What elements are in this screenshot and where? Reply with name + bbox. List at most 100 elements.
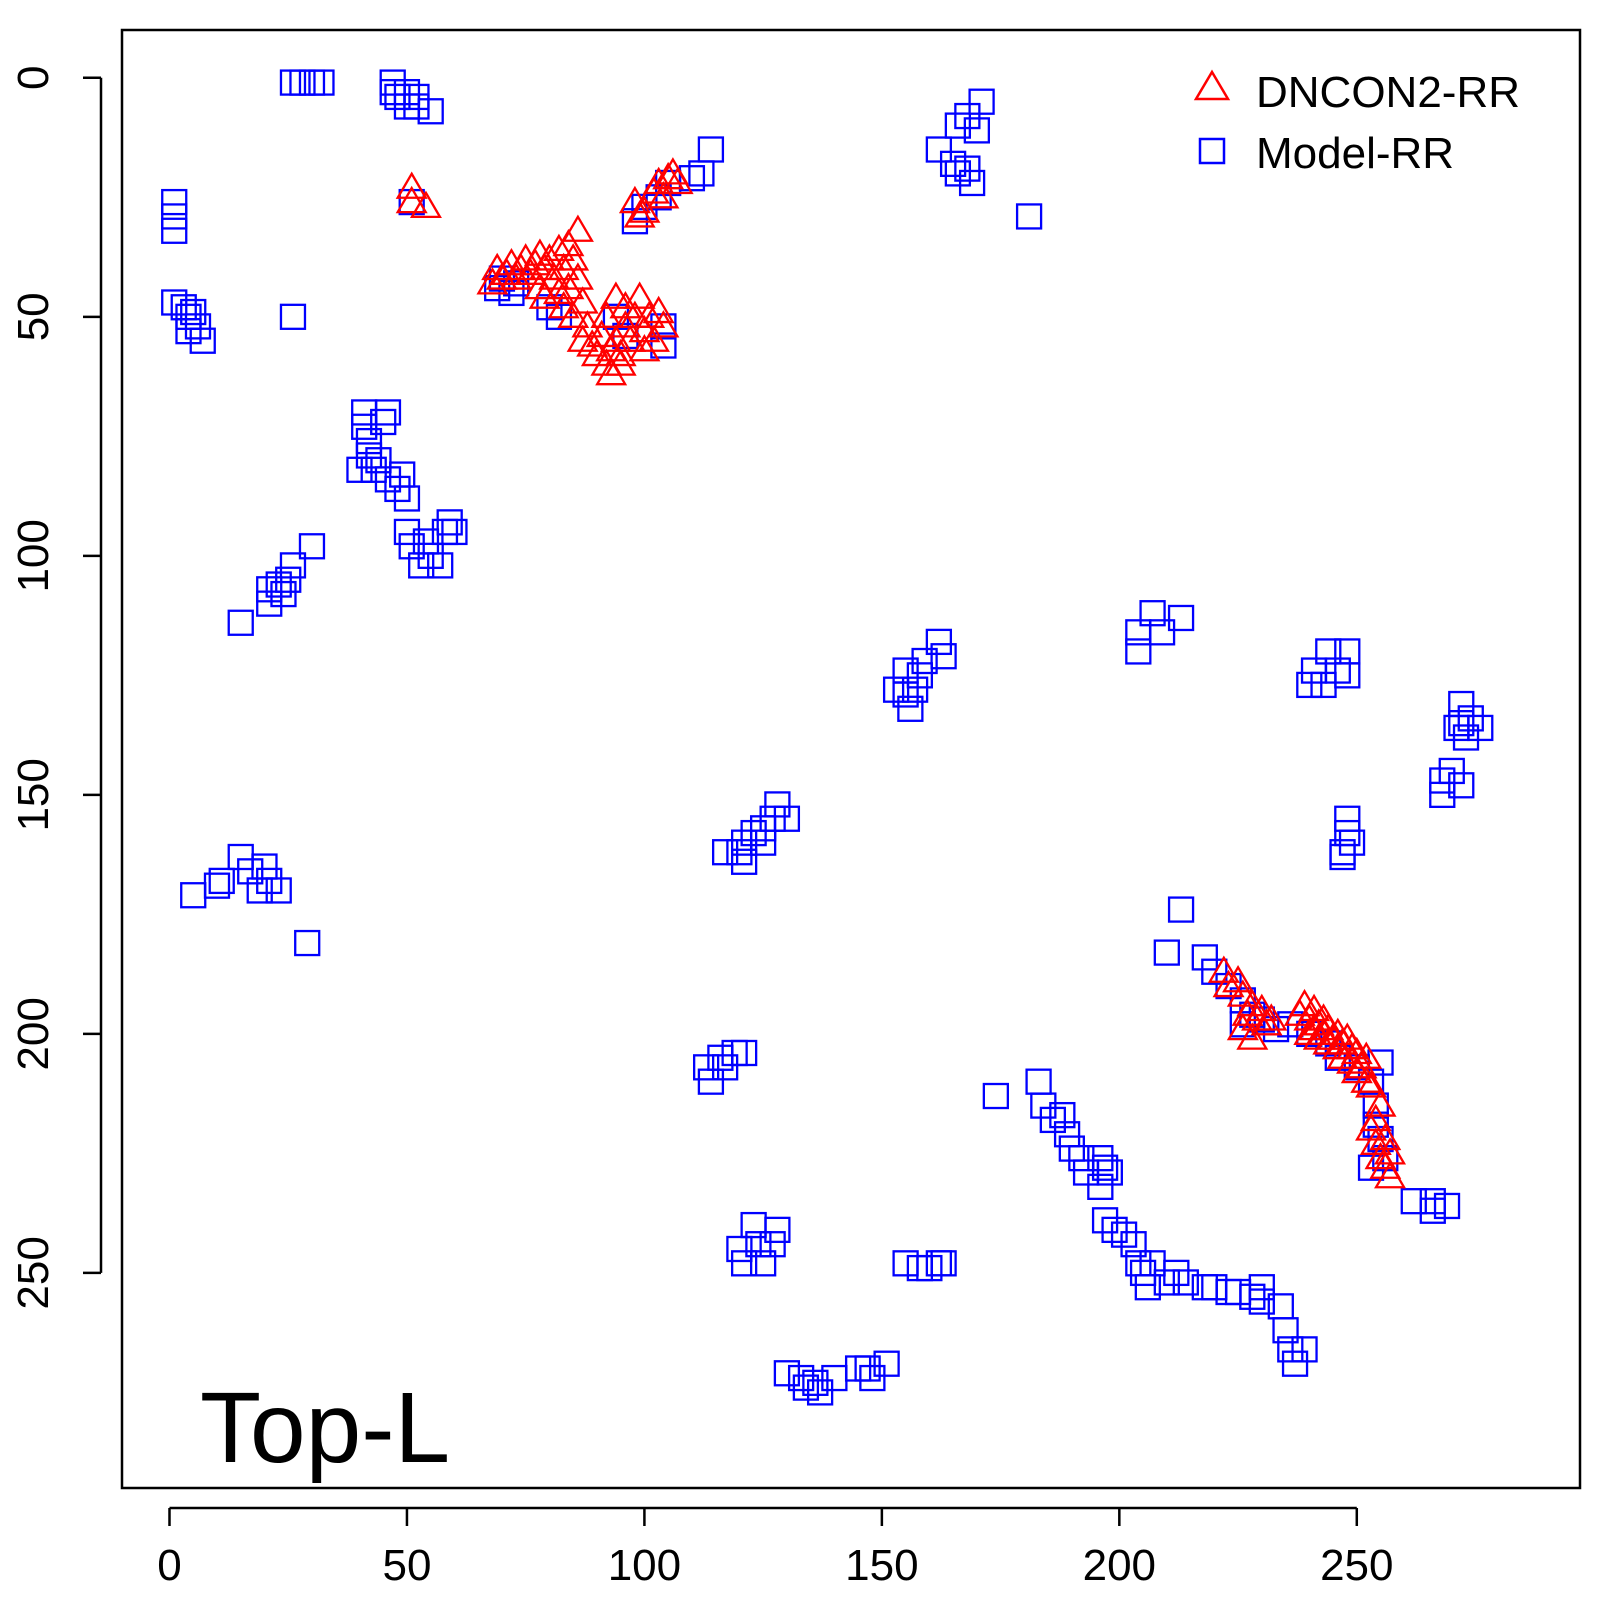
triangle-point — [628, 333, 661, 362]
y-axis: 0 50 100 150 200 250 — [9, 66, 103, 1310]
square-point — [906, 662, 934, 689]
square-point — [374, 466, 402, 493]
square-point — [1139, 600, 1166, 627]
square-point — [308, 69, 335, 96]
square-point — [730, 1039, 758, 1067]
square-point — [294, 929, 321, 957]
triangle-point — [1355, 1070, 1388, 1098]
square-point — [298, 69, 326, 96]
square-point — [982, 1082, 1010, 1110]
square-point — [256, 590, 283, 617]
square-point — [773, 805, 801, 832]
square-point — [1148, 619, 1176, 646]
x-tick-label: 0 — [157, 1541, 181, 1590]
triangle-point — [566, 286, 599, 314]
square-point — [930, 1250, 957, 1277]
square-point — [1153, 1269, 1180, 1296]
square-point — [764, 791, 791, 818]
triangle-point — [623, 200, 656, 228]
square-point — [1163, 1259, 1190, 1287]
square-point — [854, 1355, 881, 1382]
x-tick-label: 50 — [382, 1541, 431, 1590]
square-point — [417, 542, 444, 569]
square-point — [270, 580, 297, 608]
triangle-point — [1250, 1008, 1283, 1036]
square-point — [792, 1374, 820, 1401]
square-point — [175, 318, 202, 345]
x-axis: 0 50 100 150 200 250 — [157, 1506, 1393, 1590]
square-point — [1172, 1269, 1199, 1296]
square-point — [1448, 772, 1475, 799]
square-point — [1087, 1145, 1114, 1172]
square-point — [1334, 805, 1361, 832]
square-point — [227, 609, 254, 636]
legend-item-model-rr: Model-RR — [1198, 129, 1454, 178]
square-point — [1467, 714, 1494, 742]
x-tick-label: 150 — [845, 1541, 918, 1590]
triangle-point — [628, 195, 661, 223]
triangle-point — [647, 310, 680, 338]
x-tick-label: 200 — [1083, 1541, 1156, 1590]
square-point — [1329, 843, 1356, 871]
square-point — [1049, 1101, 1076, 1129]
square-point — [355, 442, 383, 469]
square-point — [692, 1054, 720, 1081]
legend-label-model-rr: Model-RR — [1256, 129, 1454, 178]
square-point — [1058, 1135, 1085, 1162]
square-point — [403, 93, 430, 120]
square-point — [1120, 1231, 1147, 1258]
square-point — [1053, 1121, 1081, 1148]
square-point — [1334, 638, 1361, 665]
plot-frame — [120, 28, 1582, 1490]
square-point — [721, 1039, 748, 1067]
square-point — [1201, 1274, 1228, 1301]
square-point — [1025, 1068, 1052, 1095]
square-point — [1310, 671, 1337, 699]
triangle-point — [395, 171, 428, 199]
square-point — [726, 839, 753, 866]
legend-square-marker — [1198, 137, 1226, 165]
square-point — [882, 676, 910, 703]
square-point — [1030, 1092, 1057, 1119]
points-layer — [161, 69, 1494, 1406]
square-point — [773, 1360, 801, 1387]
square-point — [1429, 781, 1456, 809]
square-point — [930, 643, 957, 670]
square-point — [384, 475, 411, 503]
triangle-point — [476, 267, 509, 295]
square-point — [1438, 757, 1465, 785]
square-point — [1101, 1216, 1128, 1244]
y-tick-label: 150 — [9, 758, 58, 831]
square-point — [1125, 619, 1152, 646]
triangle-point — [1212, 969, 1245, 998]
square-point — [939, 150, 967, 177]
square-point — [393, 78, 421, 106]
square-point — [740, 819, 767, 847]
square-point — [944, 160, 972, 187]
square-point — [1153, 939, 1180, 966]
triangle-point — [604, 348, 637, 376]
square-point — [1167, 604, 1195, 632]
triangle-point — [1350, 1041, 1383, 1069]
square-point — [730, 1250, 758, 1277]
y-tick-label: 200 — [9, 997, 58, 1070]
square-point — [256, 867, 283, 895]
square-point — [787, 1364, 815, 1392]
triangle-point — [561, 214, 594, 242]
square-point — [298, 533, 326, 560]
square-point — [1267, 1293, 1294, 1320]
square-point — [1139, 1250, 1166, 1277]
square-point — [859, 1364, 886, 1392]
square-point — [227, 843, 254, 871]
square-point — [279, 69, 307, 96]
triangle-point — [1374, 1160, 1407, 1189]
square-point — [161, 203, 188, 230]
square-point — [749, 815, 777, 842]
square-point — [237, 858, 264, 885]
square-point — [1096, 1159, 1123, 1186]
square-point — [745, 1231, 772, 1258]
square-point — [441, 518, 468, 546]
square-point — [650, 332, 677, 359]
square-point — [403, 83, 430, 111]
y-tick-label: 100 — [9, 519, 58, 592]
